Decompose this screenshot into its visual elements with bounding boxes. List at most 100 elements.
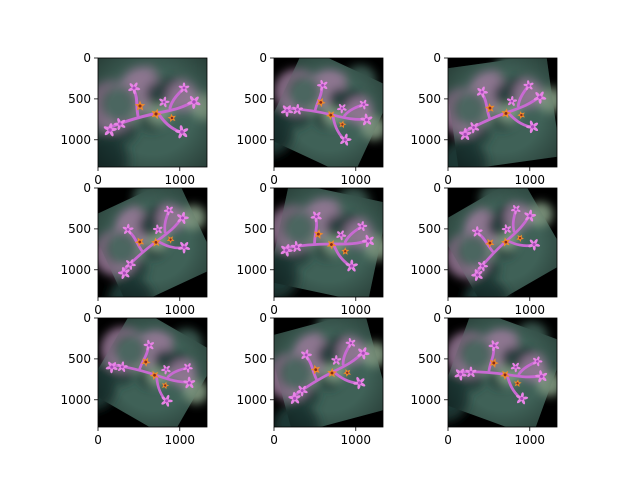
- orange-star-flower: [310, 364, 321, 375]
- rotated-photo: [98, 58, 207, 167]
- flower-blossom: [125, 259, 136, 270]
- y-tick-label: 1000: [236, 263, 267, 277]
- x-tick-label: 1000: [340, 173, 371, 187]
- y-tick-label: 500: [244, 222, 267, 236]
- flower-blossom: [105, 361, 118, 374]
- orange-star-flower: [151, 237, 161, 247]
- flower-blossom: [510, 362, 521, 373]
- y-tick-label: 500: [68, 352, 91, 366]
- flower-blossom: [359, 99, 369, 110]
- y-tick-label: 1000: [410, 393, 441, 407]
- x-axis: 0 1000: [270, 427, 371, 447]
- x-tick-label: 0: [94, 433, 102, 447]
- axes-frame: [97, 57, 208, 168]
- flower-blossom: [336, 230, 347, 241]
- flower-blossom: [113, 118, 126, 131]
- rotated-photo: [448, 58, 557, 167]
- x-axis: 0 1000: [270, 297, 371, 317]
- orange-star-flower: [501, 108, 512, 119]
- y-tick-label: 500: [418, 222, 441, 236]
- y-tick-label: 0: [259, 311, 267, 325]
- axes-frame: [97, 187, 208, 298]
- x-tick-label: 0: [444, 173, 452, 187]
- y-tick-label: 500: [418, 92, 441, 106]
- flower-blossom: [331, 355, 342, 365]
- flower-blossom: [280, 105, 294, 117]
- x-tick-label: 0: [444, 433, 452, 447]
- flower-blossom: [103, 123, 117, 137]
- orange-star-flower: [489, 358, 499, 368]
- y-tick-label: 0: [259, 51, 267, 65]
- y-axis: 0 500 1000: [236, 51, 274, 147]
- flower-blossom: [118, 266, 130, 280]
- axes-frame: [447, 187, 558, 298]
- y-tick-label: 1000: [236, 393, 267, 407]
- x-axis: 0 1000: [444, 297, 545, 317]
- y-tick-label: 1000: [236, 133, 267, 147]
- x-tick-label: 0: [94, 303, 102, 317]
- rotated-photo: [274, 188, 383, 297]
- orange-star-flower: [500, 370, 510, 380]
- y-tick-label: 0: [83, 311, 91, 325]
- x-axis: 0 1000: [444, 167, 545, 187]
- rotated-photo: [448, 318, 557, 427]
- y-tick-label: 0: [83, 51, 91, 65]
- y-axis: 0 500 1000: [410, 181, 448, 277]
- flower-blossom: [353, 376, 366, 390]
- flower-blossom: [345, 259, 358, 272]
- orange-star-flower: [134, 100, 146, 111]
- rotated-photo: [98, 318, 207, 427]
- flower-blossom: [161, 364, 171, 375]
- subplot-7: 0 500 1000 0 1000: [60, 311, 208, 447]
- subplot-4: 0 500 1000 0 1000: [60, 181, 208, 317]
- x-tick-label: 0: [270, 173, 278, 187]
- flower-blossom: [292, 103, 304, 115]
- orange-star-flower: [167, 113, 176, 123]
- y-tick-label: 1000: [60, 133, 91, 147]
- subplot-grid: 0 500 1000 0 1000 0 500 1000 0 1000 0 500 1000 0 1000 0…: [60, 51, 558, 447]
- flower-blossom: [535, 370, 548, 383]
- flower-blossom: [296, 385, 308, 397]
- orange-star-flower: [327, 367, 337, 378]
- x-tick-label: 0: [270, 433, 278, 447]
- subplot-3: 0 500 1000 0 1000: [410, 51, 558, 187]
- axes-frame: [97, 317, 208, 428]
- y-tick-label: 0: [433, 51, 441, 65]
- orange-star-flower: [316, 97, 326, 108]
- orange-star-flower: [484, 102, 495, 113]
- flower-blossom: [159, 96, 170, 108]
- x-axis: 0 1000: [444, 427, 545, 447]
- flower-blossom: [523, 80, 534, 91]
- axes-frame: [273, 57, 384, 168]
- flower-blossom: [161, 394, 173, 407]
- x-tick-label: 1000: [164, 433, 195, 447]
- flower-blossom: [152, 224, 163, 235]
- flower-blossom: [528, 239, 541, 251]
- orange-star-flower: [341, 247, 350, 255]
- flower-blossom: [337, 103, 347, 114]
- orange-star-flower: [141, 357, 151, 367]
- flower-blossom: [524, 209, 537, 222]
- x-tick-label: 1000: [340, 433, 371, 447]
- y-axis: 0 500 1000: [410, 311, 448, 407]
- y-axis: 0 500 1000: [236, 311, 274, 407]
- orange-star-flower: [513, 379, 522, 387]
- flower-blossom: [310, 211, 322, 223]
- y-tick-label: 1000: [60, 393, 91, 407]
- rotated-photo: [274, 58, 383, 167]
- y-tick-label: 1000: [410, 263, 441, 277]
- orange-star-flower: [500, 237, 511, 247]
- flower-blossom: [458, 127, 472, 140]
- flower-blossom: [128, 82, 141, 95]
- y-tick-label: 500: [418, 352, 441, 366]
- x-tick-label: 0: [270, 303, 278, 317]
- flower-blossom: [467, 122, 480, 134]
- orange-star-flower: [313, 229, 324, 239]
- y-axis: 0 500 1000: [60, 51, 98, 147]
- subplot-8: 0 500 1000 0 1000: [236, 311, 384, 447]
- flower-blossom: [501, 224, 511, 234]
- flower-blossom: [360, 113, 373, 126]
- rotated-photo: [448, 188, 557, 297]
- subplot-9: 0 500 1000 0 1000: [410, 311, 558, 447]
- flower-blossom: [477, 260, 489, 272]
